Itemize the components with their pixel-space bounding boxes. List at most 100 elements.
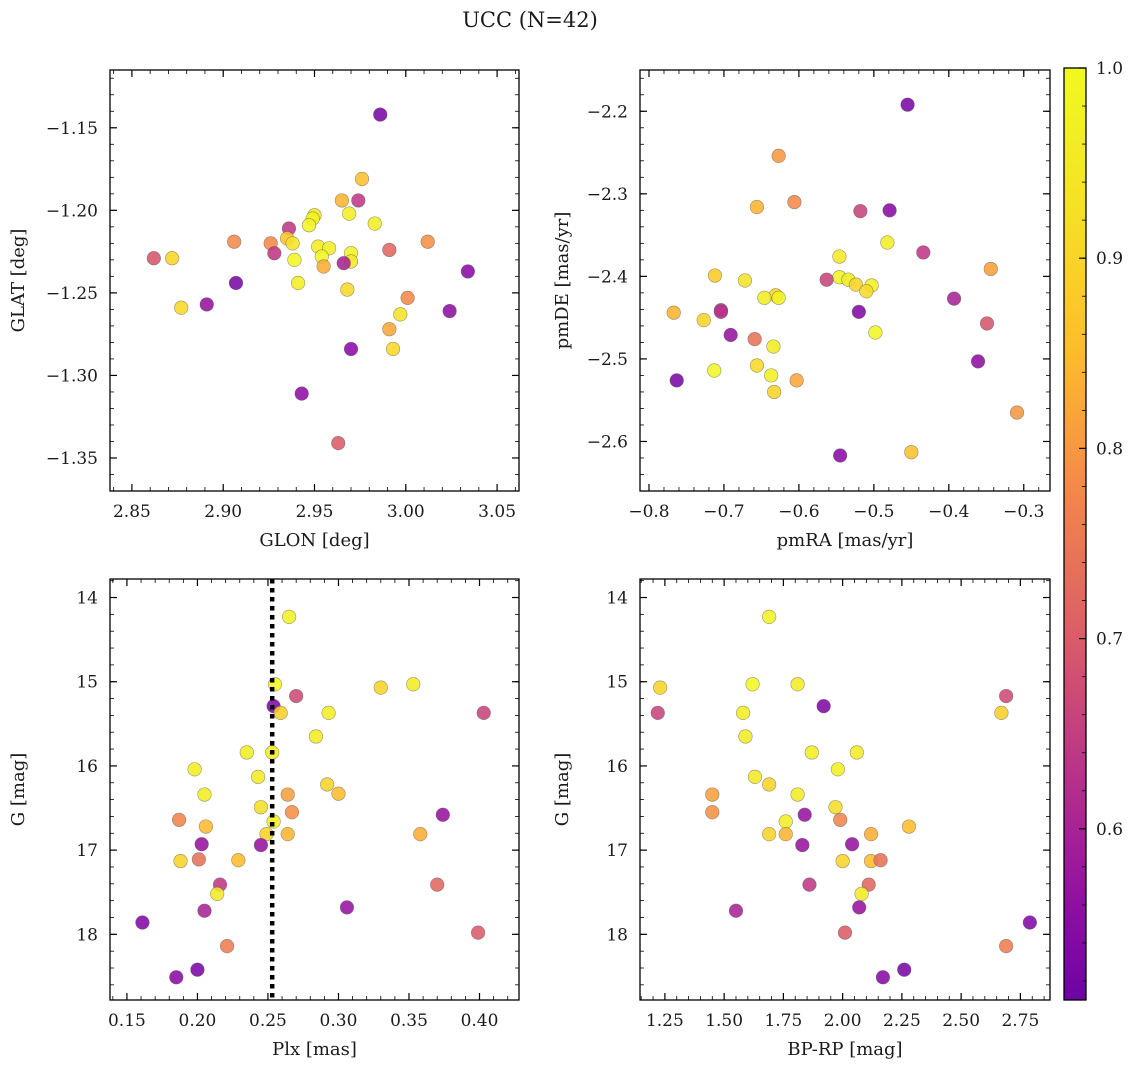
data-point [983, 261, 998, 277]
data-point [197, 903, 212, 918]
data-point [970, 354, 986, 369]
x-tick-label: −0.3 [1003, 502, 1044, 522]
y-tick-label: −1.30 [46, 366, 98, 386]
data-point [728, 903, 744, 918]
x-tick-label: 3.00 [387, 502, 425, 522]
data-point [707, 268, 723, 283]
data-point [757, 290, 772, 305]
x-tick-label: 2.95 [296, 502, 334, 522]
y-tick-label: −1.25 [46, 284, 98, 304]
data-point [442, 303, 457, 319]
data-point [771, 148, 786, 163]
x-tick-label: 0.20 [179, 1011, 217, 1031]
data-point [897, 962, 912, 977]
data-point [287, 252, 302, 267]
panels: 2.85 2.90 2.95 3.00 3.05 −1.15 −1.20 −1.25 −1.30… [8, 69, 1051, 1060]
data-point [749, 358, 765, 373]
data-point [228, 275, 244, 291]
data-point [373, 107, 388, 122]
data-point [747, 332, 762, 347]
data-point [164, 251, 180, 266]
y-tick-label: 17 [606, 841, 628, 861]
data-point [430, 877, 445, 892]
data-point [172, 812, 187, 827]
data-point [231, 853, 246, 868]
data-point [762, 777, 777, 792]
plx-g-panel: 0.15 0.20 0.25 0.30 0.35 0.40 14 15 16 17 18 Plx [m… [8, 578, 520, 1060]
data-point [845, 837, 860, 852]
data-point [320, 777, 335, 792]
data-point [789, 373, 804, 388]
data-point [735, 705, 751, 720]
y-axis-label: GLAT [deg] [8, 229, 29, 333]
colorbar: 0.6 0.7 0.8 0.9 1.0 [1063, 59, 1123, 1001]
y-tick-label: −1.15 [46, 119, 98, 139]
data-point [476, 705, 491, 720]
data-point [169, 970, 184, 985]
data-point [705, 805, 720, 820]
y-tick-label: 14 [606, 589, 628, 609]
x-tick-label: −0.7 [703, 502, 744, 522]
data-point [696, 313, 711, 328]
data-point [653, 680, 668, 695]
data-point [745, 677, 760, 692]
data-point [669, 373, 684, 388]
data-point [253, 800, 269, 815]
data-point [830, 762, 845, 777]
data-point [308, 729, 324, 744]
data-point [146, 251, 161, 266]
data-point [400, 290, 415, 305]
y-tick-label: 17 [76, 841, 98, 861]
data-point [197, 787, 212, 802]
data-point [373, 680, 388, 695]
x-axis-label: GLON [deg] [259, 530, 369, 551]
data-point [738, 729, 753, 744]
data-point [859, 284, 874, 299]
data-point [749, 199, 765, 215]
data-point [460, 264, 475, 279]
data-point [778, 827, 793, 842]
colorbar-tick-label: 0.9 [1096, 249, 1123, 269]
points [135, 609, 491, 985]
data-point [282, 609, 297, 624]
data-point [766, 339, 781, 354]
x-tick-label: 2.50 [942, 1011, 980, 1031]
data-point [471, 925, 486, 940]
data-point [382, 322, 397, 337]
data-point [849, 745, 864, 760]
x-tick-label: 0.35 [390, 1011, 428, 1031]
data-point [284, 805, 300, 820]
data-point [331, 436, 346, 451]
data-point [406, 677, 421, 692]
data-point [194, 837, 209, 852]
data-point [835, 853, 850, 869]
colorbar-gradient [1063, 67, 1087, 1001]
x-tick-label: 2.85 [113, 502, 151, 522]
data-point [795, 837, 810, 853]
x-axis-label: pmRA [mas/yr] [777, 530, 914, 551]
data-point [190, 962, 205, 977]
data-point [723, 327, 738, 343]
data-point [435, 807, 450, 822]
data-point [294, 386, 309, 401]
y-tick-label: 15 [76, 673, 98, 693]
data-point [762, 609, 777, 624]
data-point [787, 194, 802, 210]
data-point [290, 275, 306, 291]
y-axis-label: pmDE [mas/yr] [552, 212, 573, 350]
data-point [994, 705, 1009, 720]
y-tick-label: 15 [606, 673, 628, 693]
axes-frame [639, 69, 1051, 492]
data-point [187, 762, 202, 777]
x-tick-label: 1.75 [764, 1011, 802, 1031]
y-tick-label: −2.3 [587, 185, 628, 205]
data-point [705, 787, 720, 802]
data-point [875, 970, 891, 985]
data-point [762, 827, 777, 842]
colorbar-tick-label: 0.7 [1096, 630, 1123, 650]
y-tick-label: −1.35 [46, 449, 98, 469]
data-point [253, 837, 269, 853]
data-point [351, 193, 366, 208]
colorbar-tick-label: 1.0 [1096, 59, 1123, 79]
data-point [880, 235, 895, 250]
